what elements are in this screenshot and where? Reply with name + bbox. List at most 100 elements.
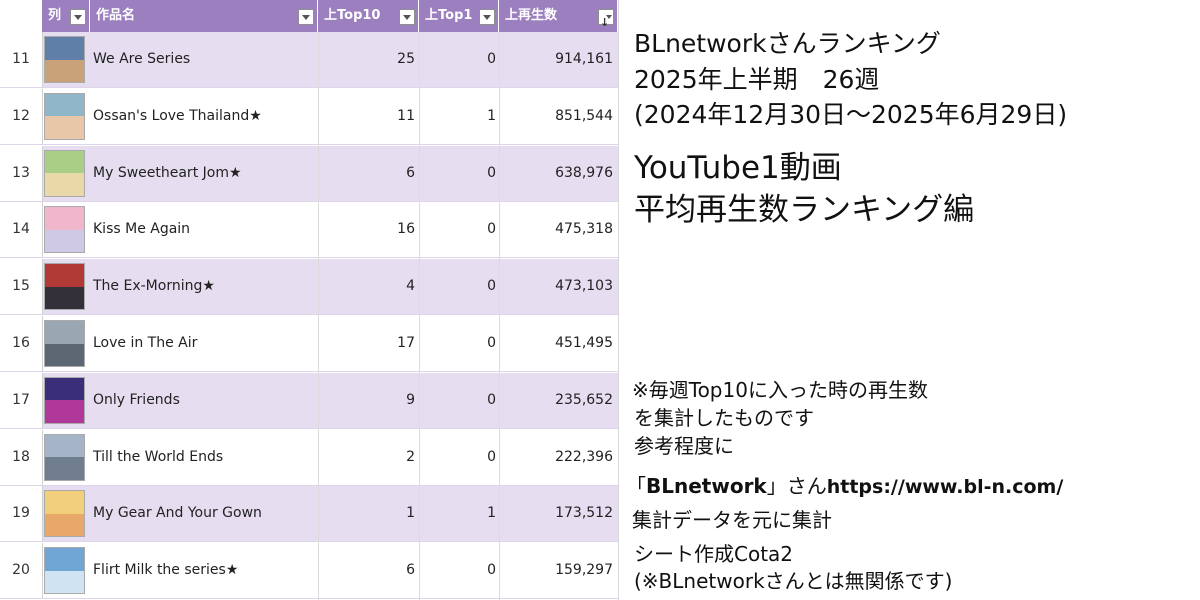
top1-count[interactable]: 0 xyxy=(487,164,496,181)
poster-thumbnail xyxy=(44,36,85,83)
row-number: 19 xyxy=(0,486,43,542)
header-top10[interactable]: 上Top10 xyxy=(318,0,419,32)
top1-count[interactable]: 0 xyxy=(487,51,496,67)
top10-count[interactable]: 2 xyxy=(406,448,415,465)
date-range: (2024年12月30日～2025年6月29日) xyxy=(634,100,1068,129)
series-title[interactable]: We Are Series xyxy=(93,51,191,67)
play-count[interactable]: 638,976 xyxy=(555,164,613,181)
header-plays[interactable]: 上再生数 xyxy=(499,0,618,32)
top1-count[interactable]: 0 xyxy=(487,221,496,238)
top10-count[interactable]: 4 xyxy=(406,278,415,295)
play-count[interactable]: 473,103 xyxy=(555,278,613,295)
table-row[interactable]: 16 Love in The Air 17 0 451,495 xyxy=(0,316,618,372)
note-line-1: ※毎週Top10に入った時の再生数 xyxy=(632,378,928,402)
table-row[interactable]: 11 We Are Series 25 0 914,161 xyxy=(0,32,618,88)
table-row[interactable]: 12 Ossan's Love Thailand★ 11 1 851,544 xyxy=(0,88,618,145)
top1-count[interactable]: 0 xyxy=(487,391,496,408)
poster-thumbnail xyxy=(44,376,85,424)
filter-dropdown-icon[interactable] xyxy=(70,9,86,25)
table-row[interactable]: 13 My Sweetheart Jom★ 6 0 638,976 xyxy=(0,145,618,202)
top1-count[interactable]: 0 xyxy=(487,278,496,295)
top10-count[interactable]: 17 xyxy=(397,335,415,351)
poster-thumbnail xyxy=(44,433,85,481)
top1-count[interactable]: 0 xyxy=(487,562,496,579)
source-line: 「BLnetwork」さんhttps://www.bl-n.com/ xyxy=(626,470,1063,499)
info-panel: BLnetworkさんランキング 2025年上半期 26週 (2024年12月3… xyxy=(626,0,1195,600)
series-title[interactable]: Love in The Air xyxy=(93,335,198,351)
row-number: 12 xyxy=(0,88,43,144)
note-line-2: を集計したものです xyxy=(634,406,814,430)
table-row[interactable]: 15 The Ex-Morning★ 4 0 473,103 xyxy=(0,259,618,316)
play-count[interactable]: 475,318 xyxy=(555,221,613,238)
top1-count[interactable]: 0 xyxy=(487,335,496,351)
series-title[interactable]: Flirt Milk the series★ xyxy=(93,562,239,579)
table-header: 列 作品名 上Top10 上Top1 上再生数 xyxy=(0,0,618,33)
column-divider xyxy=(419,32,420,600)
poster-thumbnail xyxy=(44,547,85,595)
corner-cell[interactable] xyxy=(0,0,43,33)
header-top1[interactable]: 上Top1 xyxy=(419,0,499,32)
series-title[interactable]: Till the World Ends xyxy=(93,448,224,465)
top10-count[interactable]: 1 xyxy=(406,505,415,522)
top10-count[interactable]: 25 xyxy=(397,51,415,67)
table-row[interactable]: 19 My Gear And Your Gown 1 1 173,512 xyxy=(0,486,618,543)
filter-dropdown-icon[interactable] xyxy=(479,9,495,25)
header-title[interactable]: 作品名 xyxy=(90,0,318,32)
series-title[interactable]: Only Friends xyxy=(93,391,180,408)
note-line-3: 参考程度に xyxy=(634,434,734,458)
source-note: 集計データを元に集計 xyxy=(632,508,832,532)
row-number: 14 xyxy=(0,202,43,258)
table-row[interactable]: 20 Flirt Milk the series★ 6 0 159,297 xyxy=(0,543,618,600)
top1-count[interactable]: 1 xyxy=(487,107,496,124)
row-number: 11 xyxy=(0,32,43,87)
header-top10-label: 上Top10 xyxy=(324,8,381,23)
row-number: 16 xyxy=(0,316,43,371)
source-suffix: 」さん xyxy=(766,474,827,498)
header-plays-label: 上再生数 xyxy=(505,8,558,23)
series-title[interactable]: Kiss Me Again xyxy=(93,221,191,238)
series-title[interactable]: The Ex-Morning★ xyxy=(93,278,215,295)
poster-thumbnail xyxy=(44,490,85,538)
row-number: 20 xyxy=(0,543,43,599)
subtitle-ranking: 平均再生数ランキング編 xyxy=(634,192,975,228)
table-row[interactable]: 14 Kiss Me Again 16 0 475,318 xyxy=(0,202,618,259)
column-divider xyxy=(499,32,500,600)
top10-count[interactable]: 11 xyxy=(397,107,415,124)
header-top1-label: 上Top1 xyxy=(425,8,473,23)
play-count[interactable]: 222,396 xyxy=(555,448,613,465)
top10-count[interactable]: 9 xyxy=(406,391,415,408)
filter-dropdown-icon[interactable] xyxy=(399,9,415,25)
play-count[interactable]: 235,652 xyxy=(555,391,613,408)
top10-count[interactable]: 6 xyxy=(406,562,415,579)
play-count[interactable]: 173,512 xyxy=(555,505,613,522)
play-count[interactable]: 851,544 xyxy=(555,107,613,124)
filter-dropdown-icon[interactable] xyxy=(298,9,314,25)
sort-dropdown-icon[interactable] xyxy=(598,7,614,32)
disclaimer: (※BLnetworkさんとは無関係です) xyxy=(634,569,953,593)
ranking-title: BLnetworkさんランキング xyxy=(634,29,941,58)
series-title[interactable]: My Gear And Your Gown xyxy=(93,505,262,522)
play-count[interactable]: 159,297 xyxy=(555,562,613,579)
play-count[interactable]: 914,161 xyxy=(555,51,613,67)
table-row[interactable]: 17 Only Friends 9 0 235,652 xyxy=(0,372,618,429)
sheet-credit: シート作成Cota2 xyxy=(634,542,794,566)
series-title[interactable]: My Sweetheart Jom★ xyxy=(93,164,242,181)
source-name: BLnetwork xyxy=(646,474,767,498)
row-number: 18 xyxy=(0,429,43,485)
top1-count[interactable]: 1 xyxy=(487,505,496,522)
play-count[interactable]: 451,495 xyxy=(555,335,613,351)
top10-count[interactable]: 6 xyxy=(406,164,415,181)
top10-count[interactable]: 16 xyxy=(397,221,415,238)
series-title[interactable]: Ossan's Love Thailand★ xyxy=(93,107,262,124)
poster-thumbnail xyxy=(44,263,85,311)
source-url-link[interactable]: https://www.bl-n.com/ xyxy=(826,476,1064,498)
top1-count[interactable]: 0 xyxy=(487,448,496,465)
row-number: 17 xyxy=(0,372,43,428)
header-col[interactable]: 列 xyxy=(42,0,90,32)
header-title-label: 作品名 xyxy=(96,8,136,23)
row-number: 15 xyxy=(0,259,43,315)
row-number: 13 xyxy=(0,145,43,201)
table-row[interactable]: 18 Till the World Ends 2 0 222,396 xyxy=(0,429,618,486)
header-col-label: 列 xyxy=(48,8,62,23)
